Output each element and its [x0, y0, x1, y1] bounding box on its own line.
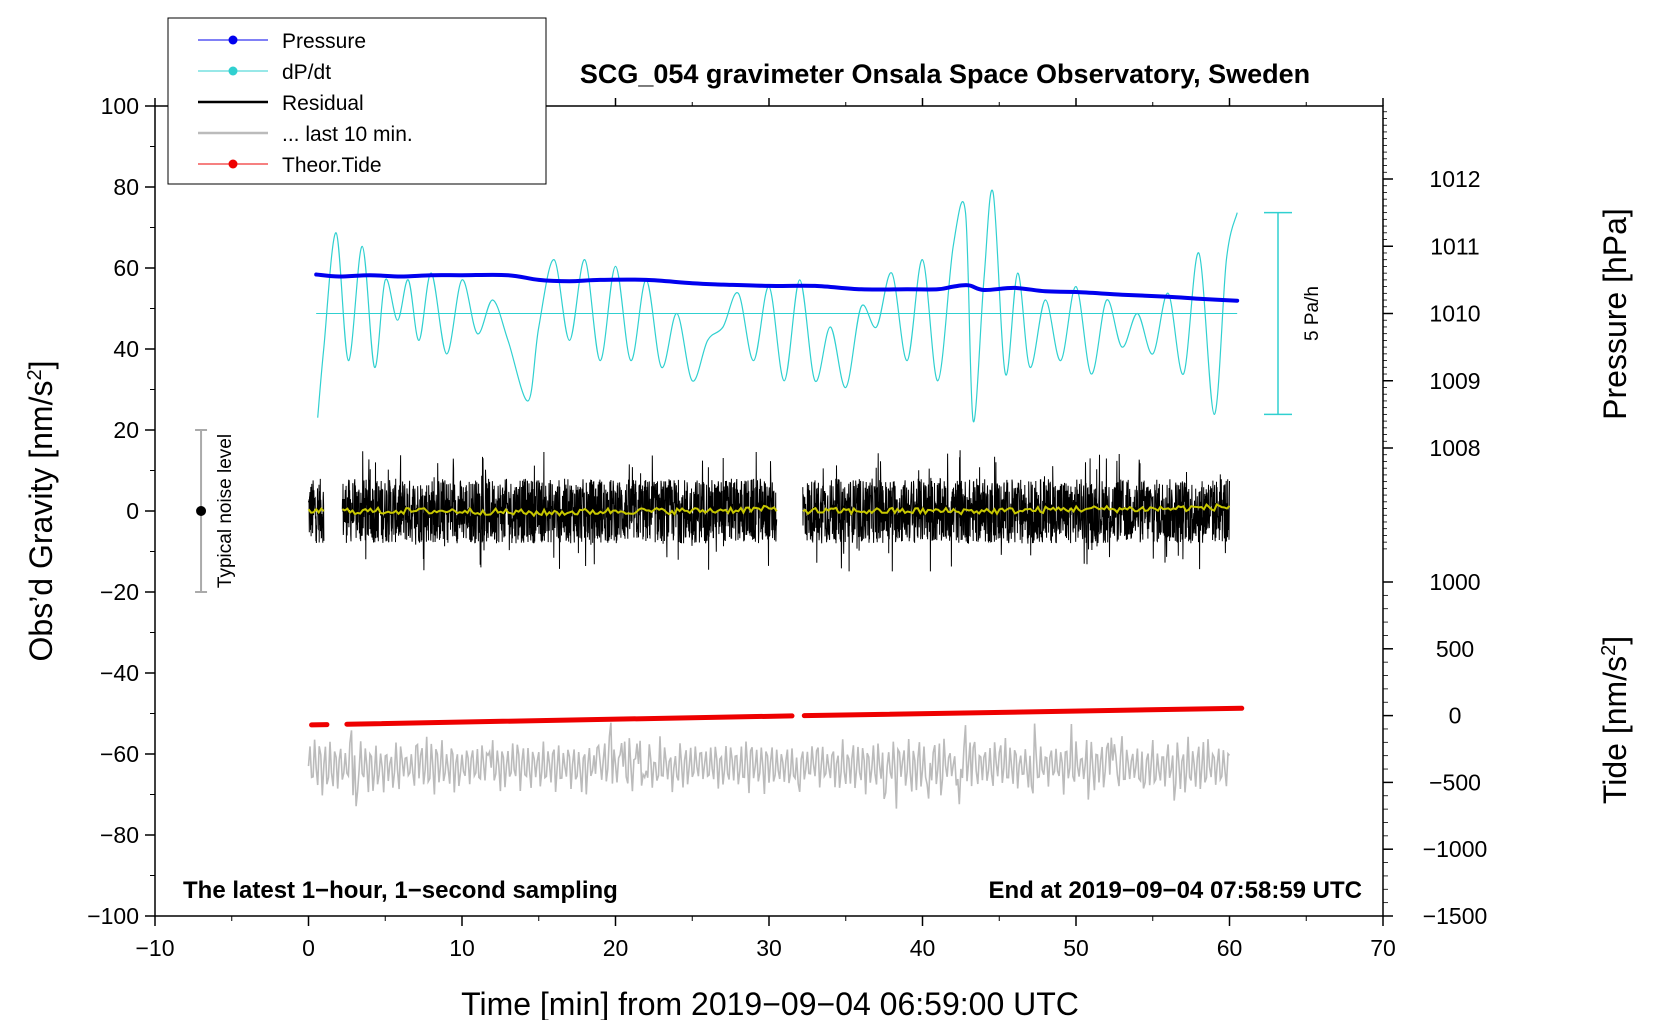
y-axis-title-sup: 2: [24, 369, 46, 380]
y-tick-label: 80: [113, 174, 139, 200]
residual-smoothed-line: [307, 507, 325, 515]
tide-axis: 1000 500 0 −500 −1000 −1500: [1383, 569, 1487, 929]
y-axis: 100 80 60 40 20 0 −20 −40 −60 −80 −100: [87, 93, 155, 929]
y-tick-label: −60: [100, 741, 139, 767]
sampling-note: The latest 1−hour, 1−second sampling: [183, 877, 618, 904]
tide-tick-label: −1500: [1423, 903, 1488, 929]
series-layer: [307, 189, 1245, 809]
x-tick-label: 70: [1370, 935, 1396, 961]
y-tick-label: −100: [87, 903, 139, 929]
theor-tide-line-segment: [801, 705, 1245, 719]
x-tick-label: 20: [603, 935, 629, 961]
x-tick-label: 40: [910, 935, 936, 961]
noise-level-label: Typical noise level: [215, 434, 236, 588]
noise-bar-center-dot: [196, 506, 207, 516]
x-tick-label: 50: [1063, 935, 1089, 961]
y-tick-label: 20: [113, 417, 139, 443]
legend-label: Residual: [282, 92, 364, 115]
dpdt-line: [317, 189, 1238, 423]
residual-line-segment: [308, 478, 325, 544]
x-axis: −10 0 10 20 30 40 50 60 70: [135, 98, 1396, 961]
tide-tick-label: 500: [1436, 636, 1474, 662]
pressure-tick-label: 1008: [1429, 435, 1480, 461]
y-tick-label: −80: [100, 822, 139, 848]
legend: Pressure dP/dt Residual ... last 10 min. The…: [167, 17, 547, 185]
pressure-axis: 1012 1011 1010 1009 1008: [1383, 111, 1481, 550]
noise-level-bar: [195, 429, 208, 593]
tide-tick-label: −1000: [1423, 836, 1488, 862]
residual-smoothed-line: [802, 503, 1231, 516]
tide-tick-label: −500: [1429, 769, 1481, 795]
tide-tick-label: 1000: [1429, 569, 1480, 595]
y-axis-title: Obs’d Gravity [nm/s2]: [23, 361, 59, 662]
legend-label: ... last 10 min.: [282, 123, 413, 146]
pressure-line: [314, 272, 1240, 303]
theor-tide-line-segment: [344, 713, 795, 727]
dpdt-scale-label: 5 Pa/h: [1302, 286, 1323, 341]
pressure-tick-label: 1012: [1429, 166, 1480, 192]
last-10-min-line: [307, 722, 1231, 809]
x-tick-label: −10: [135, 935, 174, 961]
tide-axis-title-end: ]: [1597, 636, 1633, 645]
residual-smoothed-line: [341, 504, 778, 518]
x-tick-label: 10: [449, 935, 475, 961]
y-tick-label: 40: [113, 336, 139, 362]
x-tick-label: 0: [302, 935, 315, 961]
y-tick-label: 60: [113, 255, 139, 281]
pressure-axis-title: Pressure [hPa]: [1597, 208, 1633, 420]
y-axis-title-end: ]: [23, 361, 59, 370]
x-axis-title: Time [min] from 2019−09−04 06:59:00 UTC: [461, 986, 1079, 1020]
y-tick-label: −20: [100, 579, 139, 605]
chart-title: SCG_054 gravimeter Onsala Space Observat…: [580, 59, 1310, 89]
dpdt-scale-bar: [1264, 211, 1292, 416]
y-tick-label: 100: [101, 93, 139, 119]
pressure-tick-label: 1010: [1429, 301, 1480, 327]
tide-axis-title-sup: 2: [1598, 645, 1620, 656]
pressure-tick-label: 1011: [1430, 233, 1479, 259]
x-tick-label: 60: [1217, 935, 1243, 961]
end-time-note: End at 2019−09−04 07:58:59 UTC: [988, 877, 1362, 904]
tide-tick-label: 0: [1449, 703, 1462, 729]
tide-axis-title: Tide [nm/s2]: [1597, 636, 1633, 804]
y-axis-title-text: Obs’d Gravity [nm/s: [23, 381, 59, 662]
tide-axis-title-text: Tide [nm/s: [1597, 656, 1633, 804]
x-tick-label: 30: [756, 935, 782, 961]
legend-swatch-marker: [228, 159, 238, 169]
residual-line-segment: [341, 451, 778, 571]
legend-label: Theor.Tide: [282, 154, 382, 177]
legend-label: dP/dt: [282, 61, 331, 84]
legend-swatch-marker: [228, 35, 238, 45]
residual-line-segment: [802, 450, 1230, 572]
legend-swatch-marker: [228, 66, 238, 76]
y-tick-label: 0: [126, 498, 139, 524]
legend-label: Pressure: [282, 30, 366, 53]
pressure-tick-label: 1009: [1429, 368, 1480, 394]
y-tick-label: −40: [100, 660, 139, 686]
